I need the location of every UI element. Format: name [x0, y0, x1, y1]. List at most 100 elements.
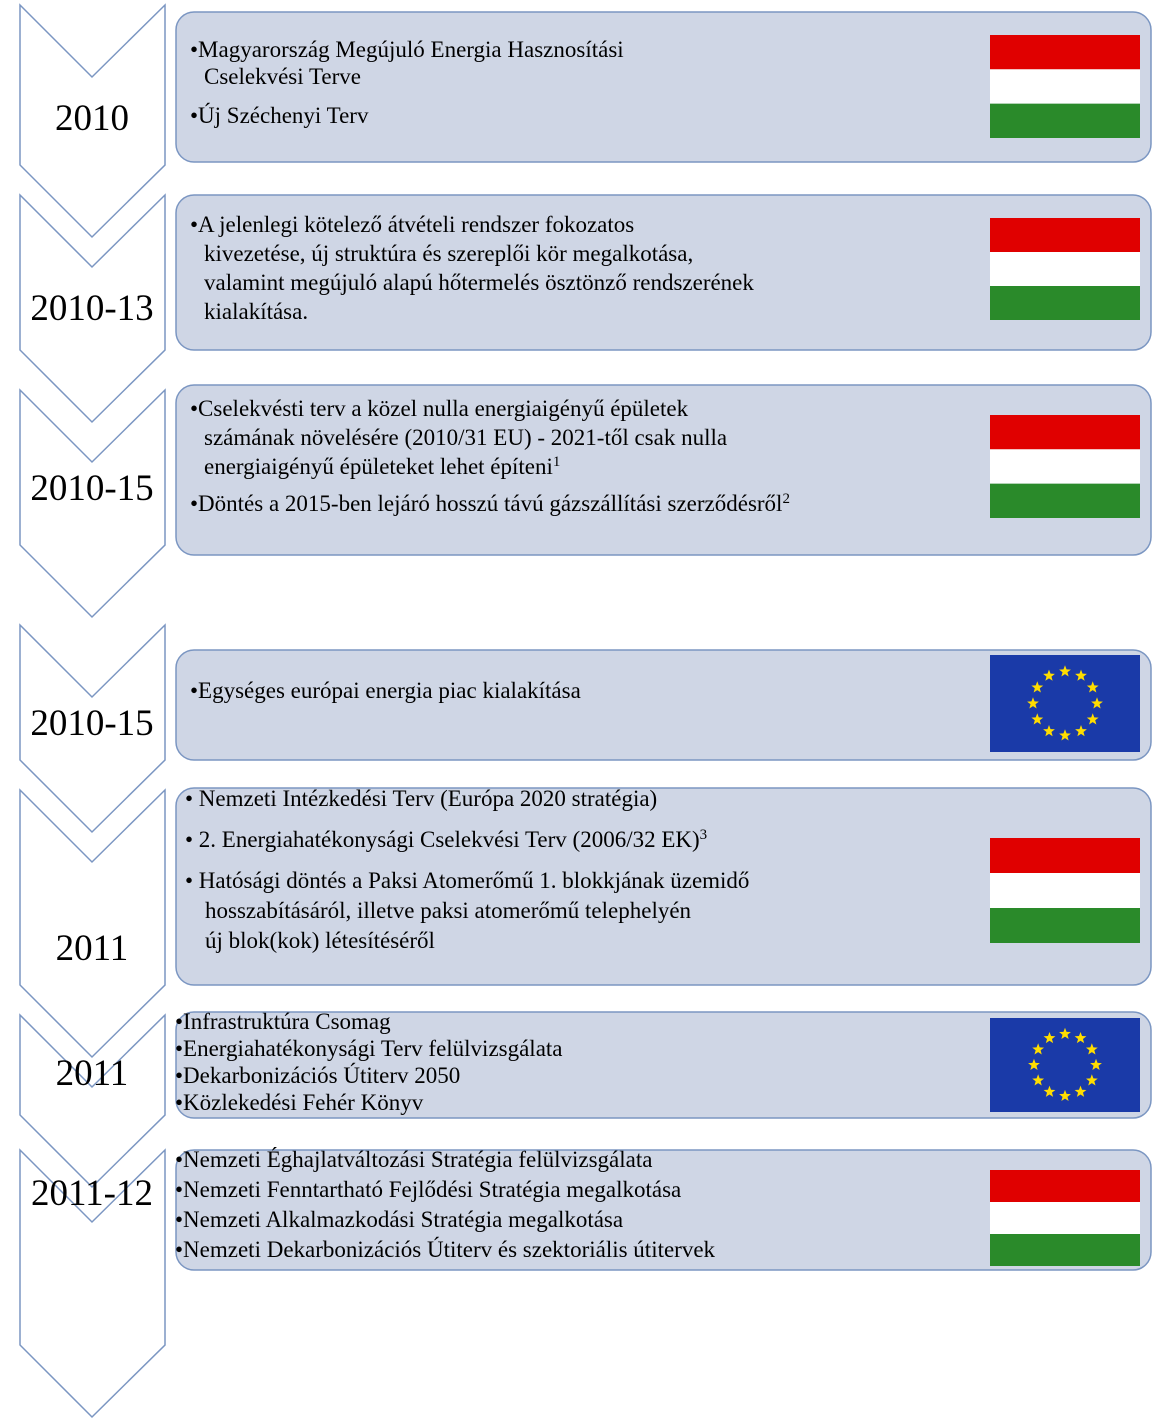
- bullet-line: hosszabításáról, illetve paksi atomerőmű…: [205, 898, 692, 923]
- entry-box: [175, 1011, 1152, 1119]
- bullet-line: energiaigényű épületeket lehet építeni1: [204, 454, 560, 479]
- eu-flag: [990, 655, 1140, 752]
- year-label: 2011-12: [31, 1173, 153, 1214]
- bullet-text: Cselekvési Terve: [204, 64, 361, 89]
- bullet-line: új blok(kok) létesítéséről: [205, 928, 435, 953]
- entry-box: [175, 194, 1152, 351]
- bullet-text: •Infrastruktúra Csomag: [175, 1009, 391, 1034]
- bullet-line: •Nemzeti Fenntartható Fejlődési Stratégi…: [175, 1177, 681, 1202]
- chevron: [19, 3, 166, 239]
- hungarian-flag: [990, 35, 1140, 138]
- flag-stripe: [990, 69, 1140, 104]
- bullet-line: •Cselekvésti terv a közel nulla energiai…: [190, 396, 689, 421]
- bullet-text: •Nemzeti Alkalmazkodási Stratégia megalk…: [175, 1207, 623, 1232]
- flag-stripe: [990, 415, 1140, 450]
- bullet-text: • 2. Energiahatékonysági Cselekvési Terv…: [185, 827, 700, 852]
- eu-flag: [990, 1018, 1140, 1112]
- bullet-line: kialakítása.: [204, 299, 308, 324]
- bullet-line: •Új Széchenyi Terv: [190, 102, 369, 128]
- flag-star: [1086, 681, 1099, 693]
- bullet-text: •Nemzeti Dekarbonizációs Útiterv és szek…: [175, 1236, 716, 1262]
- bullet-text: kialakítása.: [204, 299, 308, 324]
- footnote-mark: 1: [553, 454, 561, 470]
- bullet-text: •Közlekedési Fehér Könyv: [175, 1090, 424, 1115]
- footnote-mark: 3: [700, 827, 708, 843]
- bullet-line: Cselekvési Terve: [204, 64, 361, 89]
- chevron: [19, 193, 166, 424]
- chevron: [19, 788, 166, 1059]
- entry-box: [175, 1149, 1152, 1271]
- flag-stripe: [990, 908, 1140, 943]
- flag-star: [1091, 697, 1103, 709]
- flag-star: [1027, 697, 1039, 709]
- year-label: 2010-15: [30, 468, 153, 509]
- flag-stripe: [990, 1170, 1140, 1202]
- bullet-line: • Hatósági döntés a Paksi Atomerőmű 1. b…: [185, 868, 749, 893]
- footnote-mark: 2: [782, 491, 790, 507]
- flag-stripe: [990, 286, 1140, 320]
- bullet-line: •Nemzeti Éghajlatváltozási Stratégia fel…: [175, 1147, 652, 1172]
- chevron: [19, 623, 166, 834]
- bullet-text: •Cselekvésti terv a közel nulla energiai…: [190, 396, 689, 421]
- flag-star: [1074, 1031, 1087, 1044]
- flag-star: [1043, 669, 1055, 681]
- flag-stripe: [990, 873, 1140, 908]
- flag-star: [1043, 725, 1055, 737]
- flag-star: [1075, 725, 1087, 737]
- bullet-line: •Nemzeti Alkalmazkodási Stratégia megalk…: [175, 1207, 623, 1232]
- flag-star: [1059, 729, 1071, 741]
- bullet-text: hosszabításáról, illetve paksi atomerőmű…: [205, 898, 692, 923]
- bullet-text: kivezetése, új struktúra és szereplői kö…: [204, 241, 693, 266]
- bullet-line: számának növelésére (2010/31 EU) - 2021-…: [204, 425, 727, 450]
- bullet-line: •Egységes európai energia piac kialakítá…: [190, 678, 581, 703]
- chevron: [19, 1148, 166, 1419]
- flag-stripe: [990, 1202, 1140, 1234]
- hungarian-flag: [990, 415, 1140, 518]
- flag-star: [1085, 1043, 1098, 1055]
- bullet-line: •Döntés a 2015-ben lejáró hosszú távú gá…: [190, 491, 790, 516]
- flag-star: [1074, 1085, 1087, 1097]
- entry-box: [175, 649, 1152, 761]
- bullet-text: új blok(kok) létesítéséről: [205, 928, 435, 953]
- flag-stripe: [990, 218, 1140, 252]
- year-label: 2011: [56, 928, 129, 969]
- flag-star: [1059, 665, 1071, 677]
- bullet-text: •A jelenlegi kötelező átvételi rendszer …: [190, 212, 634, 237]
- flag-star: [1090, 1058, 1102, 1071]
- bullet-text: valamint megújuló alapú hőtermelés ösztö…: [204, 270, 754, 295]
- bullet-line: valamint megújuló alapú hőtermelés ösztö…: [204, 270, 754, 295]
- bullet-text: • Nemzeti Intézkedési Terv (Európa 2020 …: [185, 786, 657, 811]
- flag-stripe: [990, 1234, 1140, 1266]
- bullet-text: számának növelésére (2010/31 EU) - 2021-…: [204, 425, 727, 450]
- bullet-line: •Közlekedési Fehér Könyv: [175, 1090, 424, 1115]
- entry-box: [175, 384, 1152, 556]
- bullet-text: •Új Széchenyi Terv: [190, 102, 369, 128]
- flag-stripe: [990, 483, 1140, 518]
- bullet-line: kivezetése, új struktúra és szereplői kö…: [204, 241, 693, 266]
- year-label: 2010-15: [30, 703, 153, 744]
- bullet-line: •Dekarbonizációs Útiterv 2050: [175, 1062, 460, 1088]
- bullet-line: •A jelenlegi kötelező átvételi rendszer …: [190, 212, 634, 237]
- bullet-text: •Nemzeti Fenntartható Fejlődési Stratégi…: [175, 1177, 681, 1202]
- bullet-line: •Infrastruktúra Csomag: [175, 1009, 391, 1034]
- bullet-text: •Nemzeti Éghajlatváltozási Stratégia fel…: [175, 1147, 652, 1172]
- flag-star: [1075, 669, 1087, 681]
- chevron: [19, 1013, 166, 1189]
- bullet-text: •Egységes európai energia piac kialakítá…: [190, 678, 581, 703]
- bullet-text: •Energiahatékonysági Terv felülvizsgálat…: [175, 1036, 563, 1061]
- bullet-line: •Magyarország Megújuló Energia Hasznosít…: [190, 37, 624, 62]
- flag-stripe: [990, 252, 1140, 286]
- flag-star: [1032, 1043, 1045, 1055]
- bullet-text: • Hatósági döntés a Paksi Atomerőmű 1. b…: [185, 868, 749, 893]
- flag-star: [1032, 1074, 1045, 1086]
- flag-stripe: [990, 449, 1140, 484]
- flag-star: [1043, 1031, 1056, 1044]
- bullet-text: •Dekarbonizációs Útiterv 2050: [175, 1062, 460, 1088]
- chevron: [19, 388, 166, 619]
- flag-star: [1028, 1058, 1040, 1071]
- flag-star: [1059, 1089, 1071, 1102]
- bullet-text: •Döntés a 2015-ben lejáró hosszú távú gá…: [190, 491, 782, 516]
- flag-stripe: [990, 103, 1140, 138]
- hungarian-flag: [990, 1170, 1140, 1266]
